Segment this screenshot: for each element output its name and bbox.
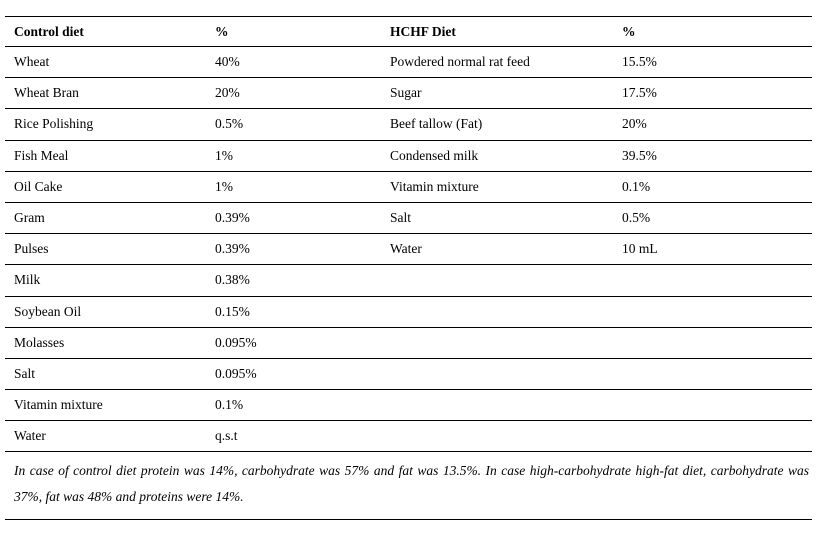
ingredient-cell: Water (5, 420, 206, 453)
table-row: Pulses 0.39% Water 10 mL (5, 233, 812, 266)
ingredient-cell: Milk (5, 264, 206, 297)
percentage-cell: 1% (206, 171, 381, 203)
percentage-cell: 0.5% (613, 202, 812, 235)
ingredient-cell (381, 358, 613, 391)
column-header-hchf-diet: HCHF Diet (381, 16, 613, 47)
percentage-cell: 0.5% (206, 108, 381, 141)
percentage-cell: 0.1% (206, 389, 381, 422)
ingredient-cell: Salt (5, 358, 206, 391)
percentage-cell: 10 mL (613, 233, 812, 266)
table-row: Rice Polishing 0.5% Beef tallow (Fat) 20… (5, 108, 812, 141)
percentage-cell: 17.5% (613, 77, 812, 110)
percentage-cell (613, 389, 812, 422)
ingredient-cell: Vitamin mixture (5, 389, 206, 422)
percentage-cell: q.s.t (206, 420, 381, 453)
table-row: Salt 0.095% (5, 358, 812, 391)
ingredient-cell (381, 296, 613, 328)
table-row: Wheat Bran 20% Sugar 17.5% (5, 77, 812, 110)
table-row: Oil Cake 1% Vitamin mixture 0.1% (5, 171, 812, 203)
table-row: Wheat 40% Powdered normal rat feed 15.5% (5, 46, 812, 79)
percentage-cell: 0.095% (206, 358, 381, 391)
percentage-cell: 15.5% (613, 46, 812, 79)
table-row: Molasses 0.095% (5, 327, 812, 359)
ingredient-cell: Water (381, 233, 613, 266)
table-row: Gram 0.39% Salt 0.5% (5, 202, 812, 235)
percentage-cell: 0.095% (206, 327, 381, 359)
percentage-cell: 20% (206, 77, 381, 110)
percentage-cell (613, 264, 812, 297)
ingredient-cell: Soybean Oil (5, 296, 206, 328)
ingredient-cell: Sugar (381, 77, 613, 110)
ingredient-cell: Oil Cake (5, 171, 206, 203)
column-header-hchf-percent: % (613, 16, 812, 47)
ingredient-cell: Gram (5, 202, 206, 235)
percentage-cell: 20% (613, 108, 812, 141)
percentage-cell: 0.1% (613, 171, 812, 203)
ingredient-cell (381, 327, 613, 359)
table-row: Water q.s.t (5, 420, 812, 453)
percentage-cell (613, 358, 812, 391)
ingredient-cell: Pulses (5, 233, 206, 266)
ingredient-cell: Molasses (5, 327, 206, 359)
ingredient-cell: Beef tallow (Fat) (381, 108, 613, 141)
ingredient-cell: Salt (381, 202, 613, 235)
ingredient-cell: Powdered normal rat feed (381, 46, 613, 79)
percentage-cell (613, 420, 812, 453)
percentage-cell: 39.5% (613, 140, 812, 172)
ingredient-cell (381, 420, 613, 453)
percentage-cell: 0.38% (206, 264, 381, 297)
percentage-cell (613, 327, 812, 359)
ingredient-cell (381, 264, 613, 297)
percentage-cell (613, 296, 812, 328)
table-row: Vitamin mixture 0.1% (5, 389, 812, 422)
percentage-cell: 40% (206, 46, 381, 79)
ingredient-cell: Condensed milk (381, 140, 613, 172)
ingredient-cell: Vitamin mixture (381, 171, 613, 203)
ingredient-cell: Wheat Bran (5, 77, 206, 110)
column-header-control-percent: % (206, 16, 381, 47)
ingredient-cell: Fish Meal (5, 140, 206, 172)
table-footnote: In case of control diet protein was 14%,… (5, 452, 812, 521)
diet-table-container: Control diet % HCHF Diet % Wheat 40% Pow… (5, 16, 812, 521)
ingredient-cell: Wheat (5, 46, 206, 79)
ingredient-cell: Rice Polishing (5, 108, 206, 141)
table-row: Soybean Oil 0.15% (5, 296, 812, 328)
diet-composition-table: Control diet % HCHF Diet % Wheat 40% Pow… (5, 16, 812, 453)
percentage-cell: 0.39% (206, 202, 381, 235)
ingredient-cell (381, 389, 613, 422)
percentage-cell: 0.39% (206, 233, 381, 266)
table-row: Fish Meal 1% Condensed milk 39.5% (5, 140, 812, 172)
percentage-cell: 1% (206, 140, 381, 172)
percentage-cell: 0.15% (206, 296, 381, 328)
table-header-row: Control diet % HCHF Diet % (5, 16, 812, 47)
column-header-control-diet: Control diet (5, 16, 206, 47)
table-row: Milk 0.38% (5, 264, 812, 297)
